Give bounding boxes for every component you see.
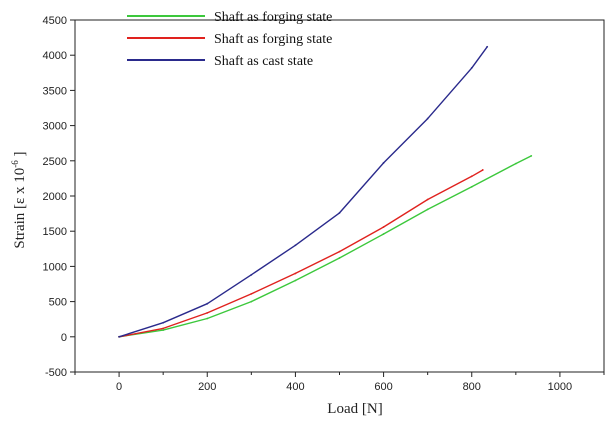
series-line-2 — [118, 169, 484, 338]
data-point — [470, 185, 473, 188]
y-tick-label: 2500 — [43, 156, 67, 168]
x-tick-label: 200 — [198, 381, 216, 393]
y-tick-label: 1500 — [43, 226, 67, 238]
y-tick-label: 4000 — [43, 50, 67, 62]
data-point — [382, 162, 385, 164]
y-tick-label: 3500 — [43, 85, 67, 97]
data-point — [481, 169, 484, 171]
y-tick-label: 0 — [61, 332, 67, 344]
y-tick-label: 1000 — [43, 261, 67, 273]
data-point — [338, 211, 341, 214]
y-axis-label-close: ] — [12, 151, 28, 160]
legend-label: Shaft as forging state — [214, 32, 332, 47]
x-axis-ticks: 0 200 400 600 800 1000 — [74, 372, 605, 393]
data-point — [426, 208, 429, 211]
y-tick-label: -500 — [45, 367, 67, 379]
data-point — [118, 335, 120, 338]
y-tick-label: 500 — [49, 297, 67, 309]
y-axis-label: Strain [ε x 10-6 ] — [10, 151, 28, 248]
y-axis-label-main: Strain [ε x 10 — [12, 168, 28, 249]
x-tick-label: 800 — [463, 381, 481, 393]
legend-label: Shaft as forging state — [214, 10, 332, 25]
data-point — [530, 154, 533, 157]
y-tick-label: 2000 — [43, 191, 67, 203]
y-tick-label: 4500 — [43, 15, 67, 27]
x-tick-label: 600 — [374, 381, 392, 393]
data-point — [426, 198, 429, 201]
data-point — [470, 66, 473, 69]
legend-label: Shaft as cast state — [214, 54, 313, 69]
data-point — [250, 292, 253, 295]
data-point — [426, 117, 429, 120]
x-tick-label: 400 — [286, 381, 304, 393]
data-point — [382, 226, 385, 228]
series-line-1 — [118, 155, 532, 338]
plot-frame — [74, 19, 605, 373]
data-point — [250, 300, 253, 303]
y-axis-label-exponent: -6 — [10, 160, 20, 168]
data-point — [382, 233, 385, 235]
data-point — [338, 250, 341, 253]
data-point — [162, 327, 165, 330]
series-layer — [118, 45, 533, 338]
data-point — [470, 175, 473, 178]
data-point — [338, 257, 341, 259]
y-tick-label: 3000 — [43, 121, 67, 133]
data-point — [162, 329, 165, 332]
legend: Shaft as forging state Shaft as forging s… — [127, 10, 332, 69]
data-point — [294, 244, 297, 247]
data-point — [206, 317, 209, 320]
data-point — [294, 272, 297, 275]
data-point — [250, 273, 253, 276]
x-tick-label: 1000 — [548, 381, 572, 393]
y-axis-ticks: -500 0 500 1000 1500 2000 2500 3000 3500 4000 4500 — [43, 15, 75, 379]
data-point — [486, 45, 489, 48]
data-point — [206, 302, 209, 305]
data-point — [162, 321, 165, 324]
x-axis-label: Load [N] — [327, 401, 382, 417]
plot-border — [74, 19, 605, 373]
x-tick-label: 0 — [116, 381, 122, 393]
data-point — [514, 162, 517, 165]
series-line-3 — [118, 46, 488, 338]
data-point — [206, 311, 209, 314]
data-point — [294, 279, 297, 282]
